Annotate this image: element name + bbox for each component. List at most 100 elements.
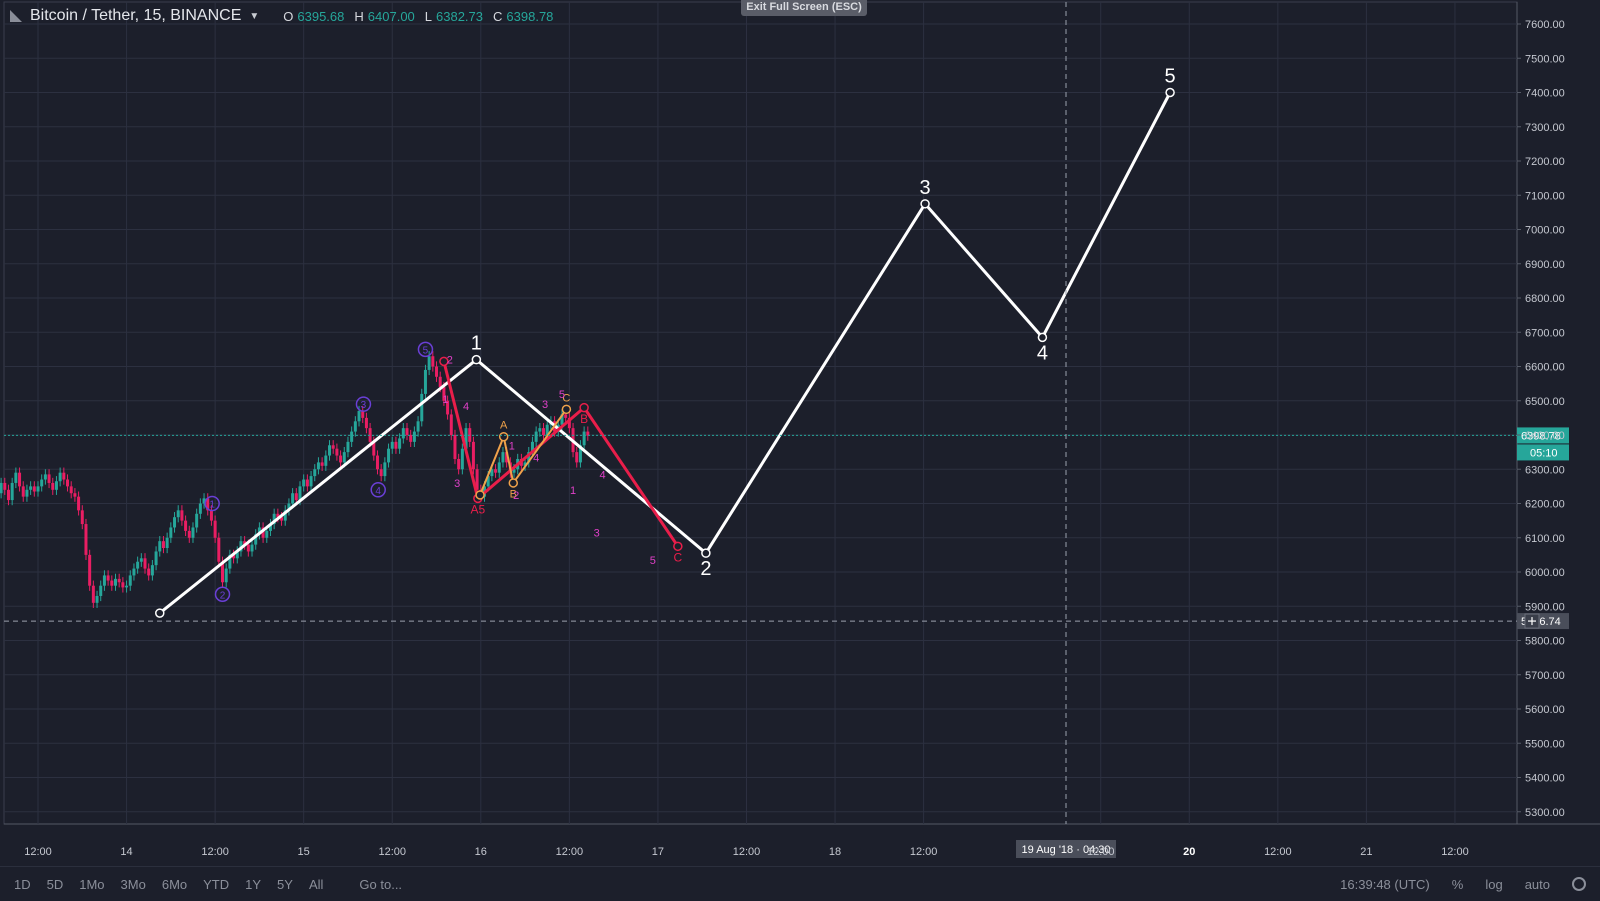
x-tick-label: 15	[298, 846, 310, 858]
range-6mo-button[interactable]: 6Mo	[161, 876, 188, 892]
candle-body	[545, 424, 549, 435]
candle-body	[173, 517, 177, 528]
candle-body	[560, 414, 564, 425]
candle-body	[567, 417, 571, 429]
main-wave-node	[471, 354, 482, 365]
candle-body	[36, 486, 40, 492]
x-tick-label: 12:00	[733, 846, 761, 858]
candle-body	[250, 544, 254, 552]
auto-toggle[interactable]: auto	[1524, 876, 1550, 892]
main-wave-node	[1037, 332, 1048, 343]
candle-body	[357, 411, 361, 422]
y-tick-label: 6200.00	[1525, 499, 1565, 511]
y-tick-label: 6500.00	[1525, 396, 1565, 408]
correction-wave-line	[442, 361, 680, 548]
correction-wave-label: A5	[471, 503, 486, 517]
circle-wave-label: 5	[423, 345, 429, 356]
sub-wave-label: 4	[463, 401, 469, 413]
gear-icon[interactable]	[1572, 877, 1586, 891]
time-axis[interactable]: 12:00 14 12:00 15 12:00 16 12:00 17 12:00 18 12:00…	[24, 846, 1468, 858]
candle-body	[501, 452, 505, 463]
close-label: C	[493, 8, 503, 24]
candle-body	[361, 411, 365, 418]
candle-body	[416, 421, 420, 432]
crosshair-time-text: 19 Aug '18 · 04:30	[1022, 844, 1111, 856]
range-5d-button[interactable]: 5D	[46, 876, 64, 892]
candle-body	[387, 448, 391, 463]
clock-time[interactable]: 16:39:48 (UTC)	[1340, 876, 1430, 892]
candle-body	[398, 438, 402, 449]
candle-body	[394, 441, 398, 449]
candle-body	[305, 479, 309, 487]
candle-body	[29, 486, 33, 490]
candle-body	[180, 510, 184, 521]
candle-body	[117, 578, 121, 583]
candle-body	[80, 510, 84, 525]
sub-wave-label: 3	[542, 399, 548, 411]
goto-button[interactable]: Go to...	[359, 876, 403, 892]
candle-body	[139, 558, 143, 562]
candle-body	[136, 561, 140, 569]
y-tick-label: 5500.00	[1525, 738, 1565, 750]
y-tick-label: 5700.00	[1525, 670, 1565, 682]
log-toggle[interactable]: log	[1485, 876, 1503, 892]
circle-label-ring	[417, 341, 434, 358]
candle-body	[88, 554, 92, 586]
candle-body	[91, 585, 95, 603]
range-3mo-button[interactable]: 3Mo	[120, 876, 146, 892]
x-tick-label: 12:00	[556, 846, 584, 858]
candle-body	[324, 455, 328, 466]
exit-fullscreen-button[interactable]: Exit Full Screen (ESC)	[741, 0, 867, 16]
price-axis[interactable]: 7600.00 7500.00 7400.00 7300.00 7200.00 7100.…	[1517, 19, 1565, 819]
circle-wave-label: 2	[220, 590, 226, 601]
candle-body	[224, 568, 228, 583]
range-5y-button[interactable]: 5Y	[277, 876, 293, 892]
candle-body	[40, 479, 44, 487]
x-tick-label: 17	[652, 846, 664, 858]
candle-body	[106, 575, 110, 581]
chevron-down-icon[interactable]: ▼	[249, 10, 260, 22]
circle-wave-label: 4	[375, 486, 381, 497]
main-wave-line	[158, 91, 1172, 615]
candle-body	[121, 582, 125, 588]
range-all-button[interactable]: All	[308, 876, 324, 892]
range-ytd-button[interactable]: YTD	[203, 876, 230, 892]
high-label: H	[354, 8, 364, 24]
candle-body	[25, 489, 29, 497]
candle-body	[453, 435, 457, 459]
abc-wave-node	[475, 490, 485, 500]
candle-body	[95, 595, 99, 603]
candle-body	[294, 493, 298, 501]
range-1y-button[interactable]: 1Y	[245, 876, 262, 892]
close-value: 6398.78	[506, 8, 554, 24]
open-value: 6395.68	[297, 8, 345, 24]
main-wave-node	[1165, 87, 1175, 98]
candle-body	[438, 376, 442, 388]
y-tick-label: 7500.00	[1525, 53, 1565, 65]
main-wave-label: 4	[1037, 342, 1048, 364]
candle-body	[423, 369, 427, 394]
candle-body	[328, 445, 332, 456]
correction-wave-node	[673, 541, 683, 552]
range-1d-button[interactable]: 1D	[14, 876, 31, 892]
candle-body	[202, 498, 206, 504]
y-tick-label: 6600.00	[1525, 362, 1565, 374]
y-tick-label: 5900.00	[1525, 601, 1565, 613]
candle-body	[143, 558, 147, 569]
percent-toggle[interactable]: %	[1451, 876, 1464, 892]
candle-body	[84, 524, 88, 555]
symbol-title[interactable]: Bitcoin / Tether, 15, BINANCE	[30, 7, 242, 24]
candle-body	[405, 428, 409, 435]
candle-body	[62, 472, 66, 480]
countdown-text: 05:10	[1530, 447, 1558, 459]
main-wave-label: 1	[471, 333, 482, 355]
candle-body	[110, 580, 114, 586]
x-tick-label: 18	[829, 846, 841, 858]
range-1mo-button[interactable]: 1Mo	[79, 876, 105, 892]
candle-body	[184, 520, 188, 531]
candle-body	[10, 482, 14, 501]
candle-body	[486, 476, 490, 487]
